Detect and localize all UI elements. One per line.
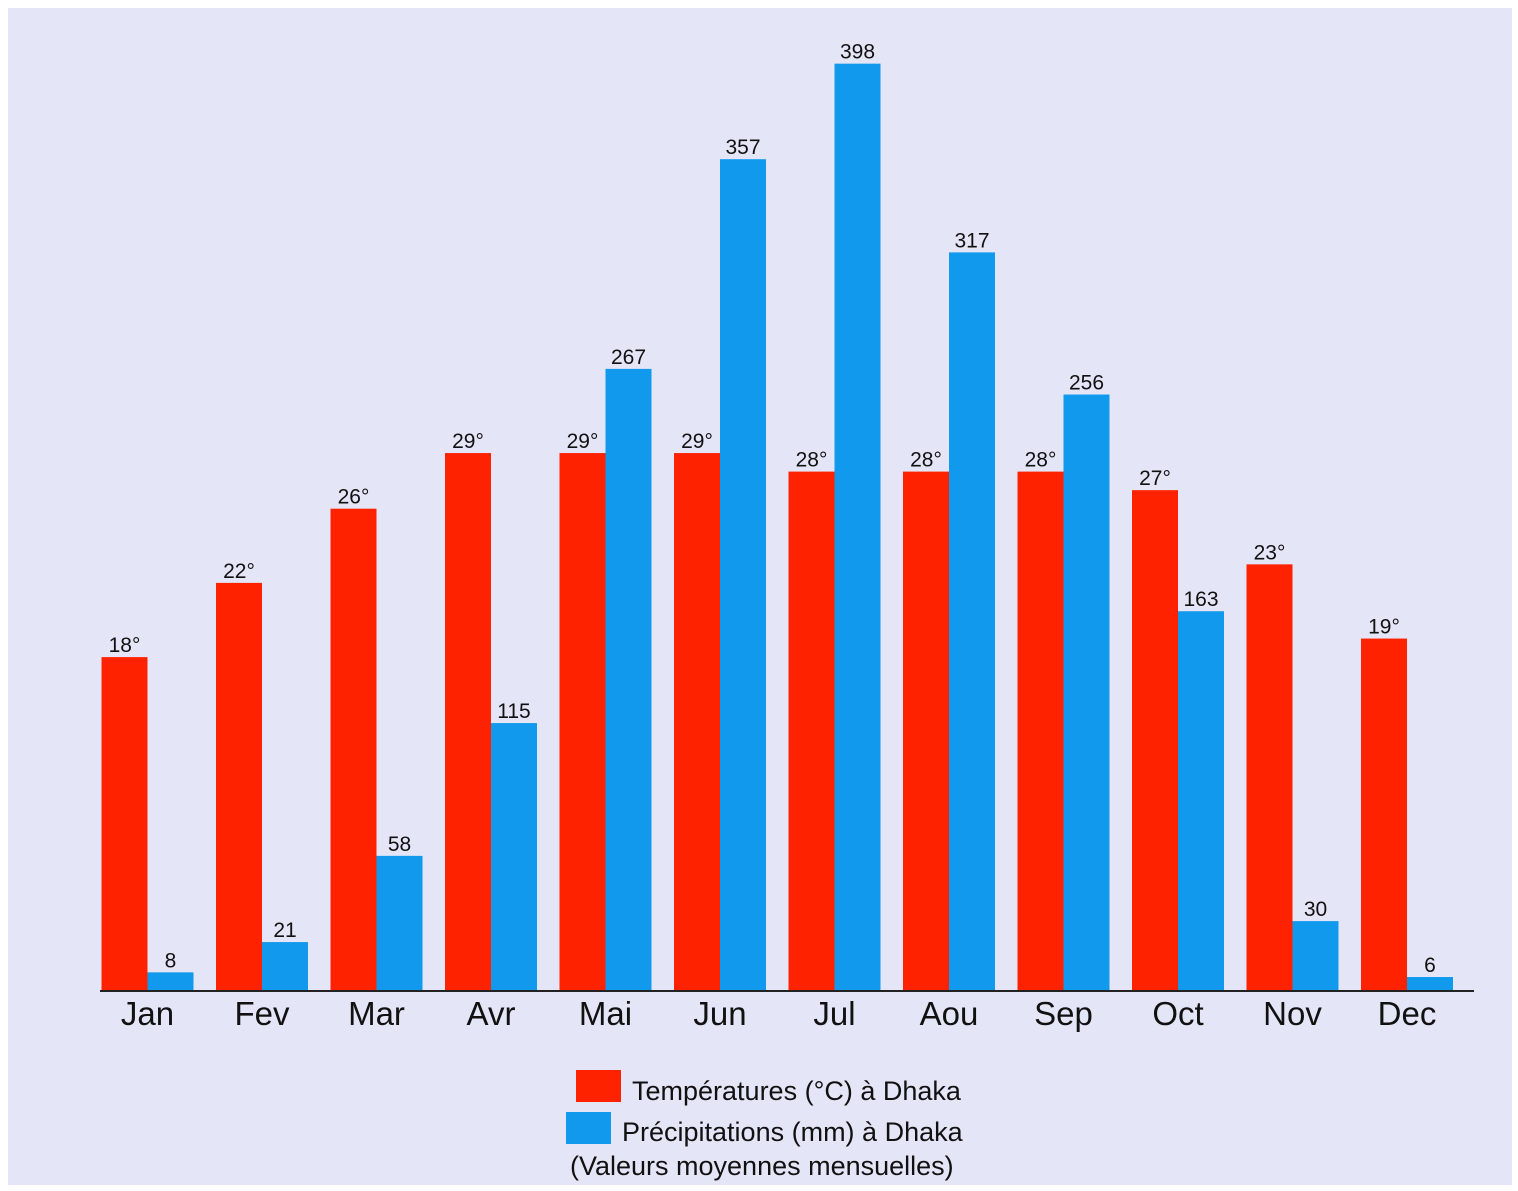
data-label-temperature-sep: 28° — [1025, 449, 1057, 472]
x-tick-label-nov: Nov — [1263, 995, 1322, 1032]
x-tick-label-aou: Aou — [920, 995, 979, 1032]
data-label-precipitation-oct: 163 — [1183, 588, 1218, 611]
bar-temperature-mai — [559, 453, 606, 991]
data-label-precipitation-jul: 398 — [840, 41, 875, 64]
bar-precipitation-aou — [949, 252, 995, 991]
legend: Températures (°C) à Dhaka Précipitations… — [566, 1070, 964, 1181]
bar-temperature-avr — [445, 453, 491, 991]
data-label-temperature-avr: 29° — [452, 430, 484, 453]
chart-panel: 18° 8 Jan 22° 21 Fev 26° 58 Mar 29° 115 Avr 29° 267 Ma… — [8, 8, 1512, 1185]
data-label-precipitation-avr: 115 — [497, 700, 530, 723]
bar-precipitation-mai — [605, 368, 652, 991]
bar-temperature-nov — [1246, 564, 1293, 991]
data-label-temperature-mar: 26° — [338, 486, 370, 509]
legend-swatch-temperature — [576, 1070, 621, 1102]
x-tick-label-dec: Dec — [1378, 995, 1437, 1032]
data-label-precipitation-dec: 6 — [1424, 954, 1436, 977]
bar-temperature-jan — [101, 657, 148, 991]
x-tick-label-avr: Avr — [467, 995, 516, 1032]
bar-precipitation-oct — [1178, 611, 1224, 991]
bar-temperature-dec — [1361, 638, 1407, 991]
x-tick-label-oct: Oct — [1152, 995, 1203, 1032]
bar-precipitation-jun — [720, 159, 766, 991]
bar-precipitation-jul — [834, 63, 881, 992]
legend-note: (Valeurs moyennes mensuelles) — [570, 1151, 954, 1181]
data-label-temperature-jun: 29° — [681, 430, 713, 453]
bar-precipitation-jan — [147, 972, 194, 991]
data-label-precipitation-sep: 256 — [1069, 372, 1104, 395]
x-tick-label-jun: Jun — [693, 995, 746, 1032]
data-label-temperature-dec: 19° — [1368, 616, 1400, 639]
x-tick-label-jan: Jan — [121, 995, 174, 1032]
data-label-temperature-fev: 22° — [223, 560, 255, 583]
bar-precipitation-fev — [262, 942, 308, 991]
bar-temperature-jul — [788, 471, 835, 992]
data-label-precipitation-fev: 21 — [273, 919, 296, 942]
x-tick-label-fev: Fev — [234, 995, 290, 1032]
bar-temperature-jun — [674, 453, 720, 991]
x-tick-label-mai: Mai — [579, 995, 632, 1032]
x-tick-label-jul: Jul — [813, 995, 855, 1032]
bar-precipitation-sep — [1063, 394, 1110, 991]
data-label-precipitation-mar: 58 — [388, 833, 411, 856]
bar-precipitation-dec — [1407, 977, 1453, 991]
data-label-precipitation-mai: 267 — [611, 346, 646, 369]
data-label-temperature-jan: 18° — [109, 634, 141, 657]
bar-precipitation-mar — [376, 855, 423, 991]
x-tick-label-sep: Sep — [1034, 995, 1093, 1032]
bar-precipitation-nov — [1292, 921, 1339, 991]
data-label-temperature-jul: 28° — [796, 449, 828, 472]
legend-label-precipitation: Précipitations (mm) à Dhaka — [622, 1117, 964, 1147]
data-label-temperature-nov: 23° — [1254, 541, 1286, 564]
data-label-precipitation-jan: 8 — [165, 949, 177, 972]
data-label-precipitation-jun: 357 — [725, 136, 760, 159]
data-label-temperature-mai: 29° — [567, 430, 599, 453]
bar-temperature-fev — [216, 582, 262, 991]
legend-label-temperature: Températures (°C) à Dhaka — [632, 1076, 962, 1106]
bar-temperature-aou — [903, 471, 949, 992]
data-label-temperature-oct: 27° — [1139, 467, 1171, 490]
bar-temperature-sep — [1017, 471, 1064, 992]
bar-precipitation-avr — [491, 723, 537, 991]
labels-layer: 18° 8 Jan 22° 21 Fev 26° 58 Mar 29° 115 Avr 29° 267 Ma… — [109, 41, 1437, 1032]
bar-temperature-oct — [1132, 490, 1178, 991]
data-label-precipitation-nov: 30 — [1304, 898, 1327, 921]
x-tick-label-mar: Mar — [348, 995, 405, 1032]
bar-temperature-mar — [330, 508, 377, 991]
data-label-temperature-aou: 28° — [910, 449, 942, 472]
data-label-precipitation-aou: 317 — [954, 229, 989, 252]
climate-bar-chart: 18° 8 Jan 22° 21 Fev 26° 58 Mar 29° 115 Avr 29° 267 Ma… — [100, 41, 1474, 1181]
legend-swatch-precipitation — [566, 1112, 611, 1144]
bars-layer — [101, 63, 1453, 992]
